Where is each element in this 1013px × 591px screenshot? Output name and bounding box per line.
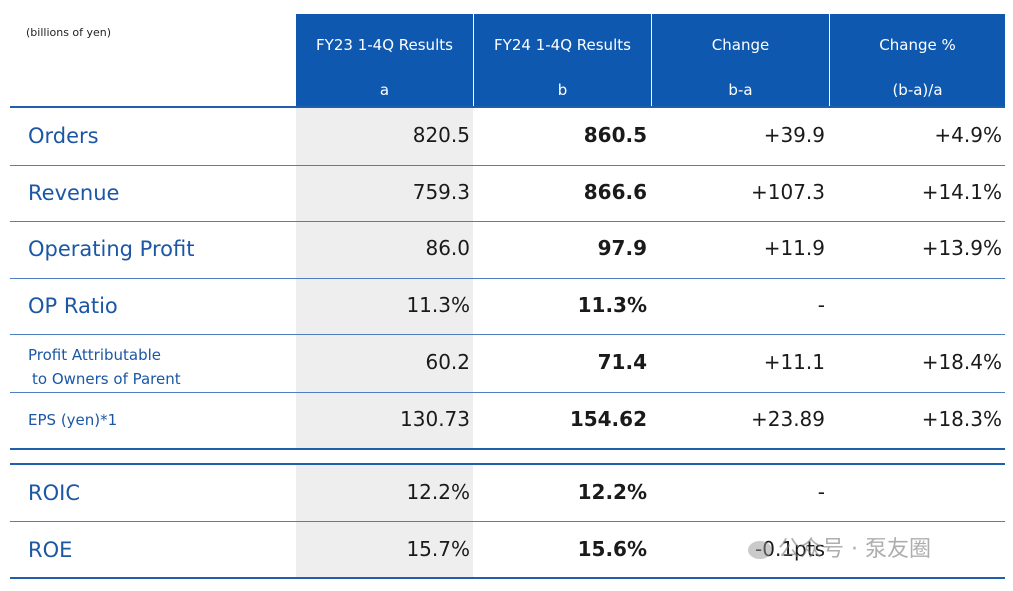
row-label: ROE	[28, 538, 73, 562]
section-rule-top	[10, 448, 1005, 450]
row-divider	[10, 521, 1005, 522]
header-change: Change b-a	[651, 14, 829, 106]
fy24-value: 866.6	[583, 180, 647, 204]
table-bottom-rule	[10, 577, 1005, 579]
chat-bubble-icon	[748, 541, 772, 559]
row-label: ROIC	[28, 481, 80, 505]
change-pct-value: +18.3%	[921, 407, 1002, 431]
change-value: -	[817, 480, 825, 504]
fy24-value: 97.9	[597, 236, 647, 260]
fy24-value: 71.4	[597, 350, 647, 374]
table-row-eps: EPS (yen)*1 130.73 154.62 +23.89 +18.3%	[10, 394, 1005, 446]
header-change-pct-title: Change %	[879, 36, 956, 54]
row-divider	[10, 221, 1005, 222]
header-fy23: FY23 1-4Q Results a	[296, 14, 473, 106]
change-value: +39.9	[763, 123, 825, 147]
fy24-value: 12.2%	[577, 480, 647, 504]
header-fy24: FY24 1-4Q Results b	[473, 14, 651, 106]
change-value: +107.3	[750, 180, 825, 204]
row-divider	[10, 278, 1005, 279]
header-change-title: Change	[711, 36, 770, 54]
change-value: +11.9	[763, 236, 825, 260]
fy23-value: 60.2	[425, 350, 470, 374]
change-pct-value: +14.1%	[921, 180, 1002, 204]
row-label-line1: Profit Attributable	[28, 346, 162, 364]
row-divider	[10, 334, 1005, 335]
change-pct-value: +13.9%	[921, 236, 1002, 260]
header-change-pct-sub: (b-a)/a	[892, 81, 943, 99]
change-value: +11.1	[763, 350, 825, 374]
row-label: OP Ratio	[28, 294, 118, 318]
unit-label: (billions of yen)	[26, 26, 112, 39]
watermark-text: 公众号 · 泵友圈	[778, 537, 931, 562]
row-label-line2: to Owners of Parent	[32, 370, 181, 388]
table-row-operating-profit: Operating Profit 86.0 97.9 +11.9 +13.9%	[10, 223, 1005, 275]
watermark: 公众号 · 泵友圈	[748, 531, 931, 563]
header-fy23-sub: a	[379, 81, 390, 99]
fy23-value: 11.3%	[406, 293, 470, 317]
row-divider	[10, 392, 1005, 393]
table-row-revenue: Revenue 759.3 866.6 +107.3 +14.1%	[10, 167, 1005, 219]
row-label: Orders	[28, 124, 99, 148]
header-change-pct: Change % (b-a)/a	[829, 14, 1005, 106]
section-rule-bottom	[10, 463, 1005, 465]
table-row-roe: ROE 15.7% 15.6% -0.1pts	[10, 524, 1005, 576]
table-row-orders: Orders 820.5 860.5 +39.9 +4.9%	[10, 110, 1005, 162]
header-fy24-title: FY24 1-4Q Results	[494, 36, 631, 54]
fy23-column-shade-lower	[296, 465, 473, 579]
table-row-op-ratio: OP Ratio 11.3% 11.3% -	[10, 280, 1005, 332]
fy23-value: 15.7%	[406, 537, 470, 561]
fy23-value: 86.0	[425, 236, 470, 260]
change-value: -	[817, 293, 825, 317]
table-row-profit-attributable: Profit Attributable to Owners of Parent …	[10, 337, 1005, 389]
row-label: EPS (yen)*1	[28, 411, 118, 429]
header-fy23-title: FY23 1-4Q Results	[316, 36, 453, 54]
row-label: Revenue	[28, 181, 120, 205]
header-fy24-sub: b	[557, 81, 568, 99]
fy24-value: 11.3%	[577, 293, 647, 317]
row-divider	[10, 165, 1005, 166]
change-pct-value: +18.4%	[921, 350, 1002, 374]
change-pct-value: +4.9%	[934, 123, 1002, 147]
fy24-value: 860.5	[583, 123, 647, 147]
fy23-value: 759.3	[412, 180, 470, 204]
fy24-value: 15.6%	[577, 537, 647, 561]
change-value: +23.89	[750, 407, 825, 431]
fy24-value: 154.62	[569, 407, 647, 431]
header-rule	[10, 106, 1005, 108]
row-label: Operating Profit	[28, 237, 195, 261]
table-row-roic: ROIC 12.2% 12.2% -	[10, 467, 1005, 519]
fy23-value: 130.73	[400, 407, 470, 431]
row-label: Profit Attributable to Owners of Parent	[28, 343, 181, 391]
header-change-sub: b-a	[728, 81, 753, 99]
fy23-value: 820.5	[412, 123, 470, 147]
fy23-value: 12.2%	[406, 480, 470, 504]
